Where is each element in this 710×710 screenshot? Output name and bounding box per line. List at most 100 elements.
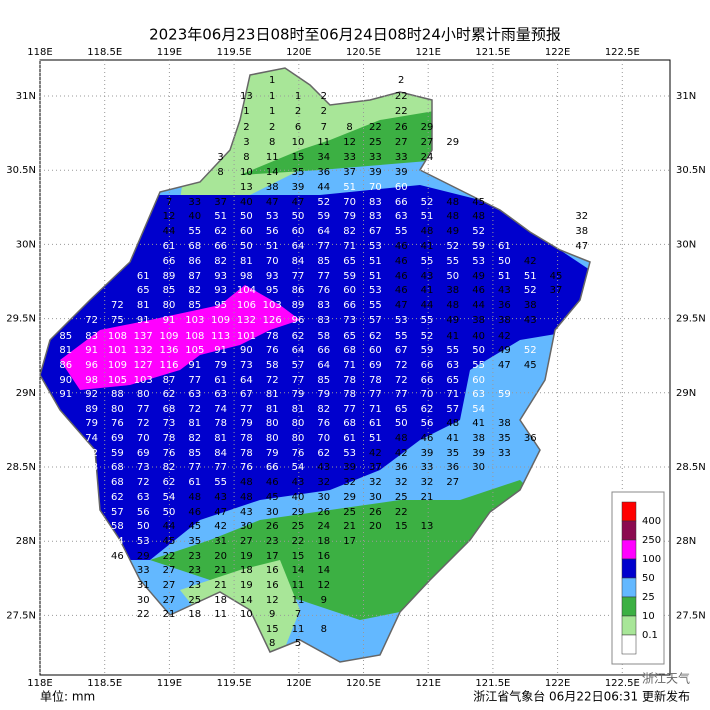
station-value: 59 [111, 448, 124, 459]
legend-label: 400 [642, 516, 661, 527]
station-value: 126 [263, 315, 282, 326]
station-value: 39 [343, 462, 356, 473]
station-value: 58 [317, 331, 330, 342]
station-value: 10 [240, 609, 253, 620]
station-value: 76 [240, 462, 253, 473]
station-value: 63 [214, 389, 227, 400]
station-value: 132 [237, 315, 256, 326]
station-value: 85 [163, 285, 176, 296]
lon-label-top: 118.5E [87, 47, 122, 58]
station-value: 33 [369, 152, 382, 163]
station-value: 63 [395, 211, 408, 222]
station-value: 40 [292, 492, 305, 503]
station-value: 43 [524, 315, 537, 326]
lat-label-left: 27.5N [6, 610, 36, 621]
station-value: 35 [498, 433, 511, 444]
station-value: 72 [85, 315, 98, 326]
station-value: 38 [472, 433, 485, 444]
station-value: 98 [85, 375, 98, 386]
station-value: 67 [395, 345, 408, 356]
station-value: 64 [317, 226, 330, 237]
station-value: 49 [498, 345, 511, 356]
station-value: 68 [85, 462, 98, 473]
station-value: 36 [524, 433, 537, 444]
station-value: 86 [188, 256, 201, 267]
station-value: 42 [498, 331, 511, 342]
legend-swatch-blank [621, 634, 637, 655]
station-value: 35 [292, 167, 305, 178]
station-value: 62 [292, 331, 305, 342]
station-value: 101 [108, 345, 127, 356]
station-value: 45 [188, 521, 201, 532]
station-value: 48 [188, 492, 201, 503]
station-value: 84 [214, 448, 227, 459]
station-value: 79 [266, 448, 279, 459]
station-value: 73 [240, 360, 253, 371]
station-value: 79 [343, 211, 356, 222]
station-value: 77 [137, 404, 150, 415]
station-value: 41 [446, 433, 459, 444]
lon-label-bottom: 121.5E [475, 678, 510, 689]
station-value: 64 [240, 375, 253, 386]
station-value: 1 [269, 91, 275, 102]
station-value: 50 [240, 241, 253, 252]
station-value: 27 [163, 580, 176, 591]
station-value: 95 [266, 285, 279, 296]
station-value: 55 [421, 256, 434, 267]
station-value: 48 [240, 492, 253, 503]
station-value: 51 [343, 182, 356, 193]
station-value: 29 [421, 122, 434, 133]
station-value: 27 [240, 536, 253, 547]
lat-label-right: 27.5N [676, 610, 706, 621]
station-value: 1 [295, 91, 301, 102]
station-value: 34 [317, 152, 330, 163]
station-value: 61 [137, 271, 150, 282]
station-value: 76 [266, 345, 279, 356]
station-value: 17 [266, 551, 279, 562]
station-value: 48 [446, 197, 459, 208]
legend-box [611, 491, 665, 665]
station-value: 54 [111, 536, 124, 547]
station-value: 23 [188, 551, 201, 562]
station-value: 52 [524, 345, 537, 356]
station-value: 52 [472, 226, 485, 237]
lat-label-right: 29.5N [676, 314, 706, 325]
station-value: 48 [446, 211, 459, 222]
station-value: 1 [243, 106, 249, 117]
station-value: 30 [472, 462, 485, 473]
station-value: 60 [472, 375, 485, 386]
station-value: 39 [369, 167, 382, 178]
station-value: 15 [266, 624, 279, 635]
station-value: 65 [137, 285, 150, 296]
station-value: 39 [421, 448, 434, 459]
station-value: 90 [240, 345, 253, 356]
station-value: 83 [369, 197, 382, 208]
station-value: 2 [398, 75, 404, 86]
station-value: 65 [395, 404, 408, 415]
station-value: 79 [240, 418, 253, 429]
station-value: 103 [134, 375, 153, 386]
lat-label-right: 30.5N [676, 165, 706, 176]
station-value: 5 [295, 638, 301, 649]
station-value: 53 [395, 315, 408, 326]
station-value: 13 [240, 182, 253, 193]
station-value: 90 [59, 375, 72, 386]
station-value: 15 [292, 152, 305, 163]
station-value: 45 [266, 492, 279, 503]
station-values: 1 213 1 1 2 221 1 2 2 222 2 6 7 8 22 26 293 8 10 11 12 25 27 27… [59, 75, 614, 649]
station-value: 65 [343, 331, 356, 342]
lon-label-top: 121.5E [475, 47, 510, 58]
station-value: 106 [237, 300, 256, 311]
station-value: 12 [317, 580, 330, 591]
station-value: 80 [292, 418, 305, 429]
station-value: 29 [292, 507, 305, 518]
station-value: 53 [137, 536, 150, 547]
station-value: 43 [214, 492, 227, 503]
station-value: 1 [269, 106, 275, 117]
station-value: 71 [343, 241, 356, 252]
station-value: 13 [421, 521, 434, 532]
station-value: 82 [188, 433, 201, 444]
station-value: 64 [317, 360, 330, 371]
station-value: 77 [188, 375, 201, 386]
station-value: 81 [188, 418, 201, 429]
